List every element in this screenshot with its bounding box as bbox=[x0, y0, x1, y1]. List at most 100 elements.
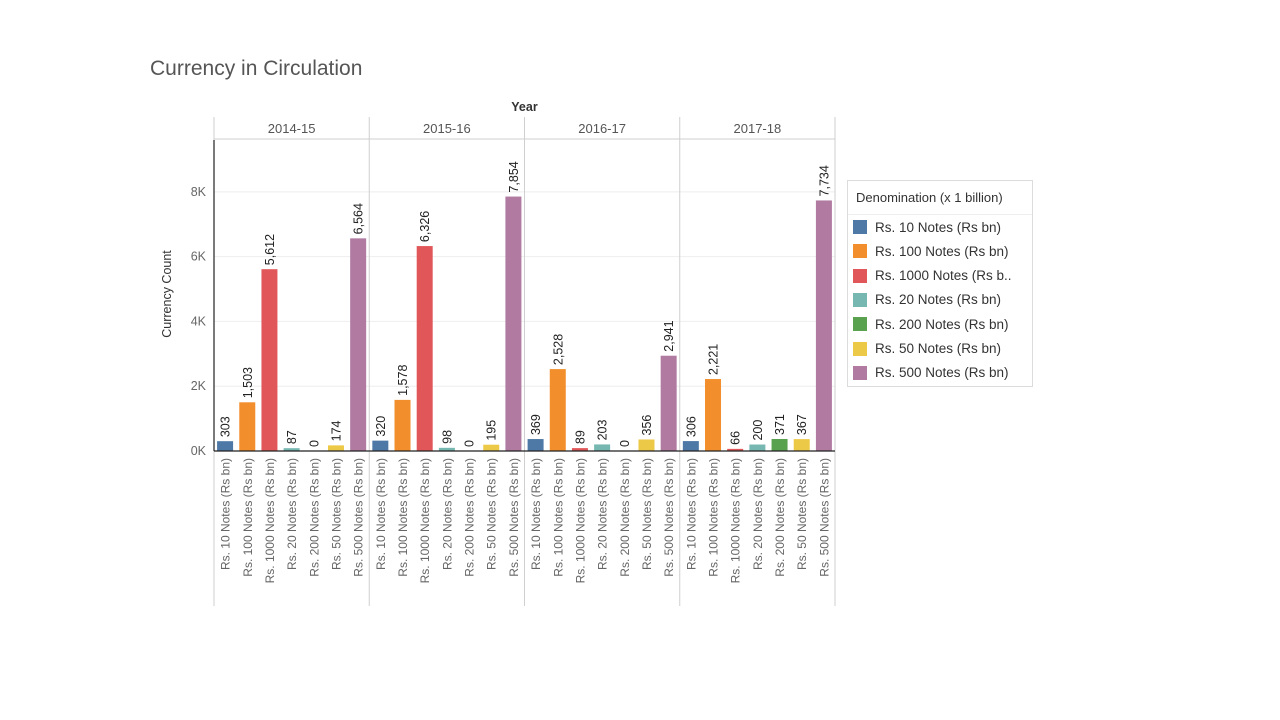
x-tick-label: Rs. 500 Notes (Rs bn) bbox=[662, 458, 676, 577]
legend-divider bbox=[848, 214, 1032, 215]
data-label: 174 bbox=[329, 420, 343, 441]
y-tick-label: 2K bbox=[191, 379, 207, 393]
x-tick-label: Rs. 50 Notes (Rs bn) bbox=[640, 458, 654, 570]
x-tick-label: Rs. 100 Notes (Rs bn) bbox=[241, 458, 255, 577]
legend-swatch bbox=[853, 365, 867, 380]
bar-2017-18-0 bbox=[682, 441, 699, 451]
data-label: 303 bbox=[219, 416, 233, 437]
x-tick-label: Rs. 200 Notes (Rs bn) bbox=[463, 458, 477, 577]
bar-2017-18-2 bbox=[727, 448, 744, 451]
data-label: 6,326 bbox=[418, 211, 432, 242]
x-tick-label: Rs. 10 Notes (Rs bn) bbox=[219, 458, 233, 570]
x-tick-label: Rs. 50 Notes (Rs bn) bbox=[329, 458, 343, 570]
legend-item[interactable]: Rs. 10 Notes (Rs bn) bbox=[853, 218, 1031, 236]
x-tick-label: Rs. 200 Notes (Rs bn) bbox=[307, 458, 321, 577]
data-label: 203 bbox=[596, 420, 610, 441]
legend-swatch bbox=[853, 317, 867, 332]
x-tick-label: Rs. 50 Notes (Rs bn) bbox=[485, 458, 499, 570]
legend-label: Rs. 500 Notes (Rs bn) bbox=[875, 365, 1009, 381]
bar-2017-18-6 bbox=[815, 200, 832, 451]
bar-2015-16-0 bbox=[372, 440, 389, 451]
panel-header-2017-18: 2017-18 bbox=[734, 121, 782, 136]
x-tick-label: Rs. 200 Notes (Rs bn) bbox=[618, 458, 632, 577]
chart-title: Currency in Circulation bbox=[150, 57, 363, 80]
bar-2014-15-1 bbox=[239, 402, 256, 451]
legend-label: Rs. 100 Notes (Rs bn) bbox=[875, 243, 1009, 259]
x-tick-label: Rs. 500 Notes (Rs bn) bbox=[352, 458, 366, 577]
legend-swatch bbox=[853, 292, 867, 307]
data-label: 2,221 bbox=[707, 344, 721, 375]
data-label: 6,564 bbox=[352, 203, 366, 234]
legend-item[interactable]: Rs. 50 Notes (Rs bn) bbox=[853, 340, 1031, 358]
bar-2014-15-3 bbox=[283, 448, 300, 451]
x-tick-label: Rs. 10 Notes (Rs bn) bbox=[374, 458, 388, 570]
legend-swatch bbox=[853, 220, 867, 234]
x-tick-label: Rs. 100 Notes (Rs bn) bbox=[551, 458, 565, 577]
data-label: 369 bbox=[529, 414, 543, 435]
y-axis-title: Currency Count bbox=[160, 250, 174, 338]
data-label: 66 bbox=[729, 431, 743, 445]
x-tick-label: Rs. 50 Notes (Rs bn) bbox=[795, 458, 809, 570]
legend-item[interactable]: Rs. 20 Notes (Rs bn) bbox=[853, 291, 1031, 309]
bar-2017-18-3 bbox=[749, 444, 766, 451]
data-label: 87 bbox=[285, 430, 299, 444]
data-label: 7,734 bbox=[817, 165, 831, 196]
legend-title: Denomination (x 1 billion) bbox=[856, 190, 1003, 205]
data-label: 5,612 bbox=[263, 234, 277, 265]
data-label: 306 bbox=[684, 416, 698, 437]
legend-item[interactable]: Rs. 1000 Notes (Rs b.. bbox=[853, 267, 1031, 285]
legend[interactable]: Denomination (x 1 billion) Rs. 10 Notes … bbox=[847, 180, 1033, 387]
x-tick-label: Rs. 200 Notes (Rs bn) bbox=[773, 458, 787, 577]
data-label: 356 bbox=[640, 415, 654, 436]
data-label: 1,503 bbox=[241, 367, 255, 398]
x-tick-label: Rs. 10 Notes (Rs bn) bbox=[529, 458, 543, 570]
bar-2015-16-3 bbox=[438, 447, 455, 451]
data-label: 0 bbox=[618, 440, 632, 447]
bar-2016-17-0 bbox=[527, 439, 544, 451]
x-tick-label: Rs. 1000 Notes (Rs bn) bbox=[573, 458, 587, 583]
bar-2015-16-6 bbox=[505, 196, 522, 451]
legend-label: Rs. 50 Notes (Rs bn) bbox=[875, 341, 1002, 356]
y-tick-label: 0K bbox=[191, 444, 207, 458]
data-label: 0 bbox=[463, 440, 477, 447]
bar-2015-16-1 bbox=[394, 399, 411, 451]
legend-item[interactable]: Rs. 100 Notes (Rs bn) bbox=[853, 242, 1031, 260]
bar-2014-15-6 bbox=[350, 238, 367, 451]
data-label: 367 bbox=[795, 414, 809, 435]
legend-item[interactable]: Rs. 500 Notes (Rs bn) bbox=[853, 364, 1031, 382]
legend-label: Rs. 1000 Notes (Rs b.. bbox=[875, 268, 1012, 284]
x-tick-label: Rs. 20 Notes (Rs bn) bbox=[285, 458, 299, 570]
y-tick-label: 8K bbox=[191, 185, 207, 199]
x-tick-label: Rs. 20 Notes (Rs bn) bbox=[596, 458, 610, 570]
data-label: 7,854 bbox=[507, 161, 521, 192]
bar-2014-15-2 bbox=[261, 269, 278, 451]
data-label: 0 bbox=[307, 440, 321, 447]
column-header-title: Year bbox=[511, 100, 538, 114]
bar-2017-18-4 bbox=[771, 438, 788, 451]
legend-item[interactable]: Rs. 200 Notes (Rs bn) bbox=[853, 315, 1031, 333]
bar-2014-15-0 bbox=[217, 441, 234, 451]
data-label: 371 bbox=[773, 414, 787, 435]
bar-2016-17-5 bbox=[638, 439, 655, 451]
legend-swatch bbox=[853, 341, 867, 356]
panel-header-2015-16: 2015-16 bbox=[423, 121, 471, 136]
legend-swatch bbox=[853, 244, 867, 259]
panel-header-2014-15: 2014-15 bbox=[268, 121, 316, 136]
y-tick-label: 4K bbox=[191, 314, 207, 328]
legend-label: Rs. 200 Notes (Rs bn) bbox=[875, 316, 1009, 332]
data-label: 1,578 bbox=[396, 365, 410, 396]
legend-swatch bbox=[853, 268, 867, 283]
y-tick-label: 6K bbox=[191, 250, 207, 264]
x-tick-label: Rs. 100 Notes (Rs bn) bbox=[707, 458, 721, 577]
bar-2016-17-1 bbox=[549, 369, 566, 451]
x-tick-label: Rs. 500 Notes (Rs bn) bbox=[817, 458, 831, 577]
x-tick-label: Rs. 1000 Notes (Rs bn) bbox=[729, 458, 743, 583]
bar-2015-16-5 bbox=[483, 444, 500, 451]
data-label: 2,528 bbox=[551, 334, 565, 365]
bar-2016-17-2 bbox=[571, 448, 588, 451]
bar-2015-16-2 bbox=[416, 246, 433, 451]
data-label: 98 bbox=[440, 430, 454, 444]
x-tick-label: Rs. 1000 Notes (Rs bn) bbox=[418, 458, 432, 583]
data-label: 2,941 bbox=[662, 320, 676, 351]
